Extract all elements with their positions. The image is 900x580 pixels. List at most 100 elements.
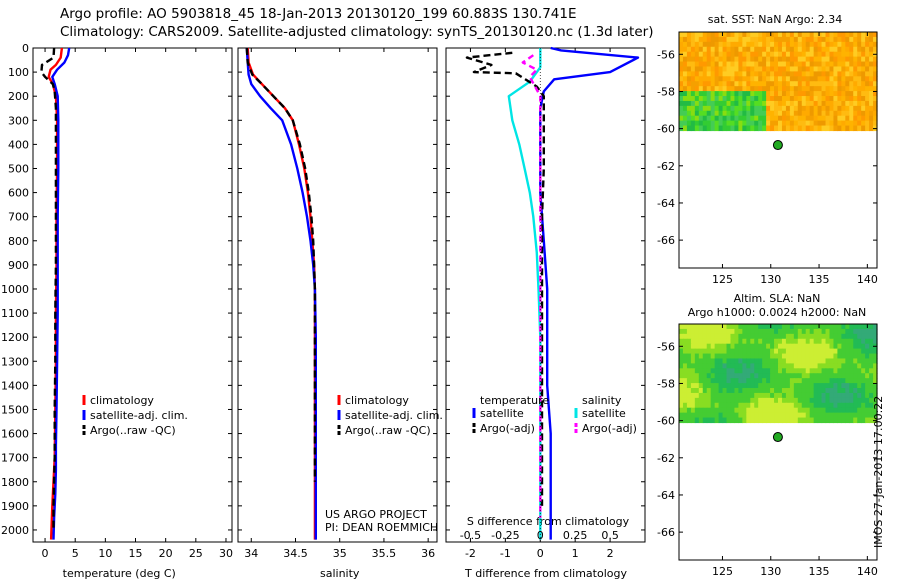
map-cell	[742, 32, 747, 38]
map-cell	[821, 397, 827, 404]
map-cell	[722, 412, 728, 419]
map-cell	[785, 397, 791, 404]
map-cell	[714, 378, 720, 384]
map-cell	[706, 91, 712, 97]
map-cell	[797, 412, 803, 419]
map-cell	[762, 368, 767, 374]
map-cell	[833, 392, 838, 399]
map-cell	[710, 100, 716, 107]
map-cell	[805, 373, 811, 379]
map-cell	[770, 86, 775, 92]
map-cell	[837, 368, 842, 374]
map-cell	[714, 407, 720, 414]
map-cell	[682, 328, 688, 335]
map-cell	[809, 86, 815, 92]
map-cell	[781, 51, 787, 58]
map-cell	[857, 324, 862, 330]
map-cell	[726, 61, 732, 68]
map-cell	[805, 338, 811, 345]
map-cell	[762, 378, 767, 384]
map-cell	[686, 348, 692, 355]
map-cell	[770, 115, 775, 122]
map-cell	[682, 46, 688, 53]
map-cell	[702, 120, 708, 127]
map-cell	[754, 115, 759, 122]
map-cell	[778, 412, 783, 419]
map-cell	[778, 378, 783, 384]
annotation-pi: PI: DEAN ROEMMICH	[325, 521, 438, 534]
map-cell	[781, 41, 787, 48]
map-cell	[785, 324, 791, 330]
map-cell	[702, 392, 708, 399]
map-cell	[817, 373, 823, 379]
map-cell	[849, 66, 854, 72]
map-cell	[873, 392, 878, 399]
map-cell	[738, 383, 743, 389]
map-cell	[718, 373, 724, 379]
argo-location-marker	[772, 432, 783, 443]
map-cell	[682, 66, 688, 72]
map-cell	[766, 338, 771, 345]
map-cell	[738, 353, 743, 360]
map-cell	[865, 333, 870, 340]
map-cell	[734, 105, 739, 112]
map-cell	[710, 120, 716, 127]
map-cell	[738, 46, 743, 53]
map-cell	[797, 81, 803, 87]
map-cell	[742, 343, 747, 350]
map-cell	[829, 343, 835, 350]
map-cell	[845, 407, 850, 414]
map-cell	[710, 76, 716, 82]
map-cell	[750, 100, 755, 107]
map-cell	[813, 71, 819, 77]
map-cell	[758, 110, 763, 117]
map-cell	[801, 388, 807, 394]
map-cell	[698, 76, 704, 82]
map-cell	[766, 71, 771, 77]
map-cell	[809, 358, 815, 364]
map-cell	[778, 348, 783, 355]
map-cell	[726, 105, 732, 112]
map-cell	[690, 328, 696, 335]
map-cell	[825, 328, 831, 335]
map-cell	[778, 343, 783, 350]
map-cell	[758, 378, 763, 384]
map-cell	[865, 41, 870, 48]
map-cell	[706, 100, 712, 107]
map-cell	[718, 32, 724, 38]
map-cell	[762, 46, 767, 53]
map-cell	[785, 343, 791, 350]
map-cell	[789, 348, 795, 355]
map-cell	[781, 125, 787, 132]
map-cell	[817, 105, 823, 112]
map-cell	[726, 66, 732, 72]
map-cell	[813, 100, 819, 107]
map-cell	[706, 358, 712, 364]
map-cell	[813, 348, 819, 355]
map-cell	[781, 373, 787, 379]
map-cell	[829, 324, 835, 330]
map-y-tick-label: -64	[657, 197, 675, 210]
map-cell	[861, 100, 866, 107]
map-cell	[754, 392, 759, 399]
map-cell	[750, 120, 755, 127]
map-cell	[686, 392, 692, 399]
map-cell	[813, 110, 819, 117]
map-cell	[865, 66, 870, 72]
map-cell	[730, 383, 736, 389]
map-cell	[702, 363, 708, 369]
map-cell	[778, 61, 783, 68]
map-cell	[809, 56, 815, 63]
x-axis-label: temperature (deg C)	[63, 567, 176, 580]
map-cell	[849, 383, 854, 389]
map-cell	[845, 412, 850, 419]
map-cell	[762, 363, 767, 369]
x-tick-label: 0	[42, 547, 49, 560]
map-cell	[774, 71, 779, 77]
map-cell	[726, 383, 732, 389]
map-cell	[766, 373, 771, 379]
map-cell	[845, 110, 850, 117]
map-cell	[869, 353, 874, 360]
map-cell	[698, 120, 704, 127]
map-cell	[865, 36, 870, 43]
